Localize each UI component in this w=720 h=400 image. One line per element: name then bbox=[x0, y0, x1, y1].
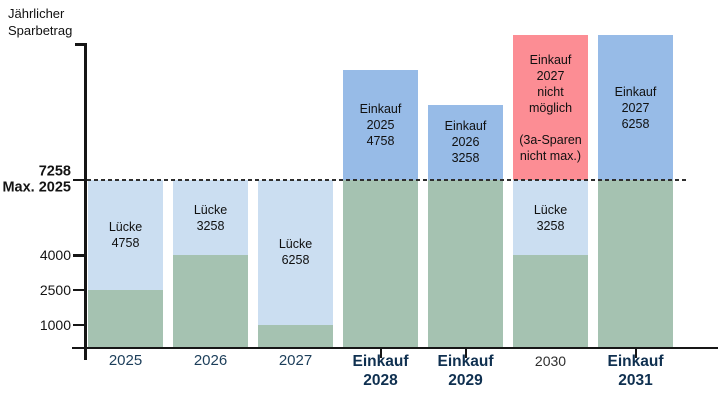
x-axis-category-label: Einkauf 2029 bbox=[437, 353, 494, 389]
bar-segment: Lücke 3258 bbox=[173, 180, 248, 256]
bar-segment: Einkauf 2025 4758 bbox=[343, 69, 418, 180]
bar-segment: Einkauf 2027 nicht möglich (3a-Sparen ni… bbox=[513, 35, 588, 180]
bar-segment-label: Einkauf 2027 nicht möglich (3a-Sparen ni… bbox=[519, 52, 582, 163]
max-2025-reference-line bbox=[87, 179, 689, 181]
y-axis-tick bbox=[73, 323, 86, 327]
bar-segment bbox=[598, 180, 673, 348]
x-axis-tick bbox=[379, 348, 382, 358]
y-axis-tick bbox=[73, 178, 86, 182]
bar-segment: Einkauf 2027 6258 bbox=[598, 35, 673, 180]
bar-segment bbox=[343, 180, 418, 348]
bar-segment bbox=[258, 324, 333, 348]
x-axis-category-label: Einkauf 2028 bbox=[352, 353, 409, 389]
bar-segment bbox=[513, 255, 588, 348]
y-axis-title: Jährlicher Sparbetrag bbox=[8, 6, 73, 38]
y-axis-top-tick bbox=[75, 43, 86, 46]
bar-segment: Einkauf 2026 3258 bbox=[428, 104, 503, 180]
y-axis bbox=[84, 43, 87, 360]
bar-segment-label: Lücke 6258 bbox=[278, 237, 313, 268]
y-axis-tick-label: 2500 bbox=[39, 282, 71, 299]
bar-segment-label: Lücke 4758 bbox=[108, 220, 143, 251]
bar-segment bbox=[173, 255, 248, 348]
x-axis-tick bbox=[634, 348, 637, 358]
y-axis-tick bbox=[73, 254, 86, 257]
bar-segment-label: Einkauf 2026 3258 bbox=[444, 119, 487, 166]
bar-segment-label: Einkauf 2025 4758 bbox=[359, 101, 402, 148]
bar-segment: Lücke 4758 bbox=[88, 180, 163, 291]
bar-segment bbox=[88, 290, 163, 348]
bar-segment: Lücke 3258 bbox=[513, 180, 588, 256]
bar-segment-label: Einkauf 2027 6258 bbox=[614, 84, 657, 131]
bar-segment-label: Lücke 3258 bbox=[533, 202, 568, 233]
y-axis-tick bbox=[73, 288, 86, 292]
x-axis-category-label: 2030 bbox=[534, 353, 567, 369]
bar-segment bbox=[428, 180, 503, 348]
x-axis-category-label: 2025 bbox=[108, 352, 143, 369]
bar-segment: Lücke 6258 bbox=[258, 180, 333, 325]
x-axis-tick bbox=[464, 348, 467, 358]
x-axis-category-label: 2027 bbox=[278, 352, 313, 369]
x-axis-category-label: 2026 bbox=[193, 352, 228, 369]
x-axis bbox=[72, 346, 718, 349]
y-axis-tick-label: 7258 Max. 2025 bbox=[2, 163, 71, 195]
y-axis-tick-label: 1000 bbox=[39, 316, 71, 333]
bar-segment-label: Lücke 3258 bbox=[193, 202, 228, 233]
y-axis-tick-label: 4000 bbox=[39, 247, 71, 264]
x-axis-category-label: Einkauf 2031 bbox=[607, 353, 664, 389]
